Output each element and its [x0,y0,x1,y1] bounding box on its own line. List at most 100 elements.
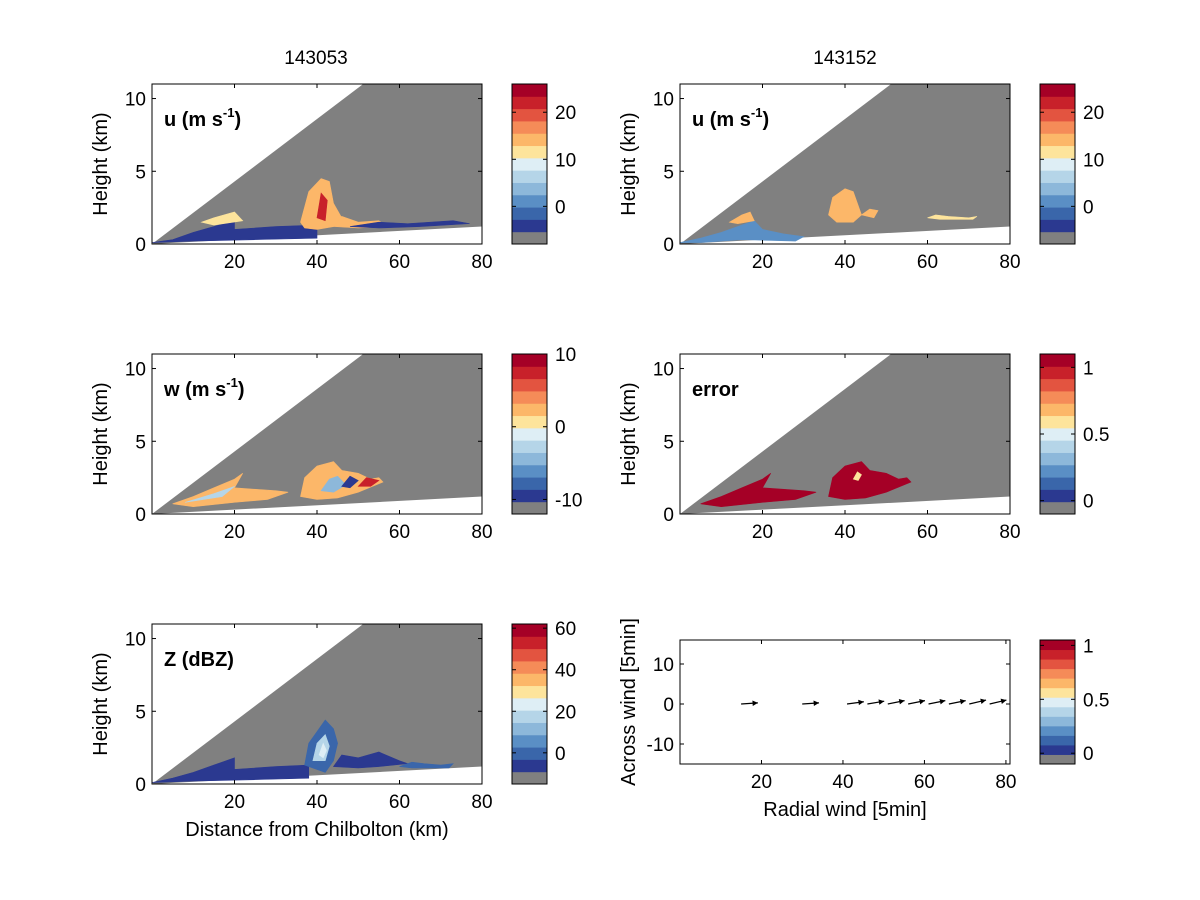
colorbar-segment [512,636,547,650]
x-tick-label: 40 [306,252,327,273]
y-tick-label: 5 [135,702,146,723]
y-tick-label: 10 [653,90,674,111]
colorbar-segment [1040,697,1075,708]
colorbar-segment [1040,464,1075,478]
colorbar-segment [512,440,547,453]
field-region-5 [399,761,454,769]
colorbar-segment [512,182,547,196]
panel-annotation: w (m s-1) [163,375,244,401]
panel-u-left: 20 40 60 80 0 5 10 Height (km) u (m s-1) 0 10 20 [90,83,576,273]
colorbar-segment [1040,744,1075,755]
y-tick-label: 0 [135,505,146,526]
colorbar-segment [512,231,547,245]
y-tick-label: 0 [663,235,674,256]
x-tick-label: 80 [999,252,1020,273]
colorbar-segment [1040,170,1075,183]
colorbar-segment [1040,427,1075,441]
colorbar-tick-label: 1 [1083,636,1094,657]
colorbar-segment [512,734,547,748]
colorbar-tick-label: 0 [1083,492,1094,513]
x-tick-label: 80 [471,252,492,273]
field-region-0 [700,473,817,508]
y-tick-label: 0 [663,505,674,526]
y-tick-label: 0 [135,775,146,796]
colorbar-segment [1040,477,1075,490]
y-tick-label: -10 [647,735,674,756]
colorbar: 00.51 [1039,636,1109,765]
colorbar-segment [512,194,547,208]
y-tick-label: 10 [653,655,674,676]
colorbar-segment [1040,84,1075,97]
colorbar-tick-label: 20 [555,702,576,723]
y-tick-label: 5 [135,162,146,183]
colorbar-segment [1040,133,1075,147]
colorbar-segment [512,108,547,122]
colorbar-segment [512,145,547,159]
colorbar: 00.51 [1039,353,1109,515]
colorbar-segment [1040,219,1075,233]
y-tick-label: 5 [663,162,674,183]
colorbar: -10 0 10 [511,345,582,515]
wind-vector-6 [928,699,946,705]
colorbar-segment [1040,182,1075,196]
colorbar-segment [1040,145,1075,159]
x-axis-label: Distance from Chilbolton (km) [185,819,448,841]
y-tick-label: 5 [663,432,674,453]
colorbar-segment [512,477,547,490]
colorbar-segment [1040,706,1075,717]
x-tick-label: 60 [389,252,410,273]
field-region-5 [357,477,380,487]
panel-annotation: Z (dBZ) [164,649,234,671]
colorbar: 0 10 20 [511,83,576,245]
colorbar-segment [512,366,547,380]
x-tick-label: 80 [471,792,492,813]
colorbar: 0 20 40 60 [511,619,576,785]
field-region-4 [927,214,978,220]
x-tick-label: 20 [224,792,245,813]
colorbar-segment [1040,378,1075,392]
colorbar-segment [1040,96,1075,110]
y-axis-label: Height (km) [618,112,640,215]
wind-vector-0 [741,700,758,706]
y-tick-label: 10 [653,360,674,381]
colorbar-segment [512,624,547,637]
colorbar-frame [1039,83,1076,245]
panel-u-right: 20 40 60 80 0 5 10 Height (km) u (m s-1) 0 10 20 [618,83,1104,273]
colorbar-segment [1040,354,1075,367]
colorbar-segment [512,390,547,404]
panel-w-left: 20 40 60 80 0 5 10 Height (km) w (m s-1) -10 0 10 [90,345,582,543]
colorbar-tick-label: 0.5 [1083,690,1109,711]
colorbar-tick-label: 0 [555,197,566,218]
field-region-1 [828,461,912,500]
x-tick-label: 20 [224,252,245,273]
field-region-0 [680,220,805,243]
wind-vector-9 [989,698,1007,705]
field-region-4 [332,751,408,769]
colorbar-segment [1040,649,1075,660]
colorbar-segment [1040,194,1075,208]
title-left: 143053 [284,48,347,69]
field-region-3 [316,192,328,222]
colorbar-segment [1040,659,1075,670]
colorbar-segment [512,747,547,760]
colorbar-segment [1040,108,1075,122]
y-axis-label: Height (km) [90,382,112,485]
colorbar-segment [1040,735,1075,746]
colorbar-segment [512,464,547,478]
wind-vector-5 [908,699,926,705]
colorbar-segment [1040,452,1075,466]
y-tick-label: 10 [125,90,146,111]
colorbar-segment [512,96,547,110]
colorbar-tick-label: 10 [555,345,576,366]
x-tick-label: 20 [751,772,772,793]
colorbar-frame [511,83,548,245]
field-region-2 [312,733,330,762]
colorbar-tick-label: 20 [555,103,576,124]
colorbar-segment [512,84,547,97]
colorbar-tick-label: -10 [555,490,582,511]
colorbar-tick-label: 10 [555,150,576,171]
panel-z-left: 20 40 60 80 0 5 10 Height (km) Distance from Chi… [90,619,576,841]
field-region-2 [852,471,862,481]
